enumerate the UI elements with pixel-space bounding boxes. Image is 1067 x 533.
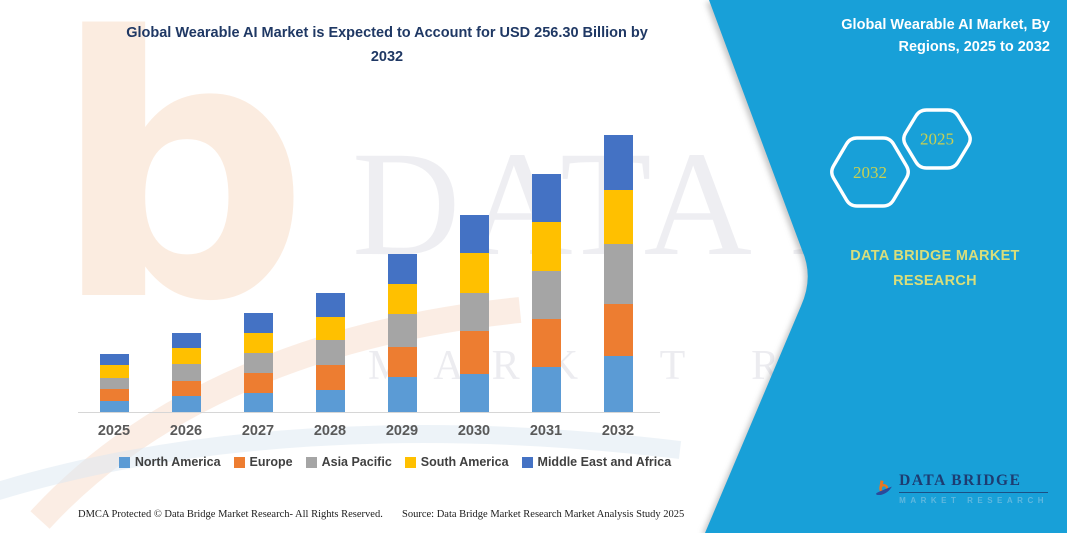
bar-segment-asia-pacific [315, 339, 345, 366]
footer-source-text: Source: Data Bridge Market Research Mark… [402, 509, 685, 520]
logo-subtitle: MARKET RESEARCH [899, 495, 1048, 505]
bar-segment-south-america [99, 365, 129, 378]
bar-segment-middle-east-and-africa [603, 135, 633, 191]
legend-item-south-america: South America [404, 455, 509, 469]
x-axis-label-2032: 2032 [601, 423, 635, 439]
bar-2025 [99, 353, 129, 412]
bar-segment-asia-pacific [99, 377, 129, 389]
legend-item-europe: Europe [233, 455, 293, 469]
bar-segment-europe [99, 388, 129, 401]
bar-segment-middle-east-and-africa [171, 333, 201, 348]
side-panel-shape [705, 0, 1067, 533]
bar-segment-asia-pacific [531, 271, 561, 320]
legend-label: South America [420, 455, 509, 469]
bar-segment-middle-east-and-africa [243, 312, 273, 334]
bar-segment-europe [315, 365, 345, 391]
bar-segment-south-america [243, 333, 273, 354]
bar-segment-asia-pacific [171, 363, 201, 381]
x-axis-label-2027: 2027 [241, 423, 275, 439]
bar-segment-north-america [603, 355, 633, 412]
bar-segment-north-america [243, 393, 273, 412]
logo-name: DATA BRIDGE [899, 471, 1022, 489]
hexagon-year-label-2032: 2032 [853, 163, 887, 182]
bar-segment-asia-pacific [387, 314, 417, 347]
bar-segment-north-america [387, 376, 417, 412]
bar-segment-north-america [315, 390, 345, 412]
legend-label: Asia Pacific [321, 455, 392, 469]
side-panel-title-line2: Regions, 2025 to 2032 [898, 39, 1050, 56]
data-bridge-b-swoosh-icon [876, 480, 892, 496]
bar-segment-europe [531, 319, 561, 367]
bar-segment-north-america [99, 400, 129, 412]
chart-title-line2: 2032 [370, 48, 404, 65]
brand-text-line1: DATA BRIDGE MARKET [850, 248, 1020, 264]
bar-2032 [603, 135, 633, 412]
legend-label: North America [134, 455, 221, 469]
legend-swatch-icon [404, 456, 416, 468]
side-panel-title-line1: Global Wearable AI Market, By [841, 17, 1050, 33]
legend-swatch-icon [233, 456, 245, 468]
x-axis-label-2029: 2029 [385, 423, 419, 439]
bar-2031 [531, 174, 561, 412]
bar-segment-europe [171, 380, 201, 396]
legend-item-middle-east-and-africa: Middle East and Africa [521, 455, 672, 469]
side-panel-title: Global Wearable AI Market, By Regions, 2… [750, 14, 1050, 59]
legend-item-asia-pacific: Asia Pacific [305, 455, 392, 469]
x-axis-label-2031: 2031 [529, 423, 563, 439]
hexagon-year-label-2025: 2025 [920, 130, 954, 149]
bar-segment-south-america [603, 190, 633, 244]
bar-segment-middle-east-and-africa [459, 214, 489, 254]
legend-swatch-icon [118, 456, 130, 468]
bar-segment-europe [603, 303, 633, 356]
bar-segment-middle-east-and-africa [531, 174, 561, 223]
bar-segment-middle-east-and-africa [387, 254, 417, 284]
bar-segment-middle-east-and-africa [315, 293, 345, 318]
bar-segment-middle-east-and-africa [99, 353, 129, 366]
legend-label: Europe [249, 455, 293, 469]
chart-title: Global Wearable AI Market is Expected to… [78, 22, 696, 70]
bar-segment-north-america [531, 366, 561, 412]
bar-segment-asia-pacific [603, 243, 633, 304]
chart-legend: North America Europe Asia Pacific South Ame… [90, 455, 700, 469]
hexagon-2032 [830, 136, 910, 208]
bar-2027 [243, 312, 273, 412]
bar-segment-europe [387, 346, 417, 377]
bar-2026 [171, 333, 201, 412]
bar-2028 [315, 293, 345, 412]
legend-item-north-america: North America [118, 455, 221, 469]
bar-segment-south-america [531, 222, 561, 272]
legend-swatch-icon [521, 456, 533, 468]
legend-swatch-icon [305, 456, 317, 468]
x-axis-label-2030: 2030 [457, 423, 491, 439]
bar-segment-south-america [459, 253, 489, 293]
x-axis-label-2028: 2028 [313, 423, 347, 439]
legend-label: Middle East and Africa [537, 455, 672, 469]
data-bridge-logo: DATA BRIDGE MARKET RESEARCH [876, 462, 1048, 514]
x-axis-label-2026: 2026 [169, 423, 203, 439]
footer-dmca-text: DMCA Protected © Data Bridge Market Rese… [78, 509, 383, 520]
x-axis-label-2025: 2025 [97, 423, 131, 439]
bar-2030 [459, 214, 489, 412]
bar-segment-south-america [171, 348, 201, 364]
bar-segment-europe [243, 372, 273, 394]
hexagon-2025 [902, 108, 972, 170]
logo-divider [899, 491, 1048, 493]
bar-segment-asia-pacific [459, 292, 489, 332]
bar-segment-asia-pacific [243, 353, 273, 373]
bar-2029 [387, 254, 417, 412]
year-hexagons: 2032 2025 [830, 108, 972, 208]
bar-segment-north-america [171, 395, 201, 412]
x-axis-line [78, 412, 660, 413]
bar-segment-north-america [459, 373, 489, 412]
bar-segment-europe [459, 331, 489, 374]
brand-text: DATA BRIDGE MARKET RESEARCH [828, 244, 1042, 295]
chart-title-line1: Global Wearable AI Market is Expected to… [126, 25, 648, 41]
bar-segment-south-america [387, 283, 417, 315]
brand-text-line2: RESEARCH [893, 273, 977, 290]
bar-segment-south-america [315, 317, 345, 340]
